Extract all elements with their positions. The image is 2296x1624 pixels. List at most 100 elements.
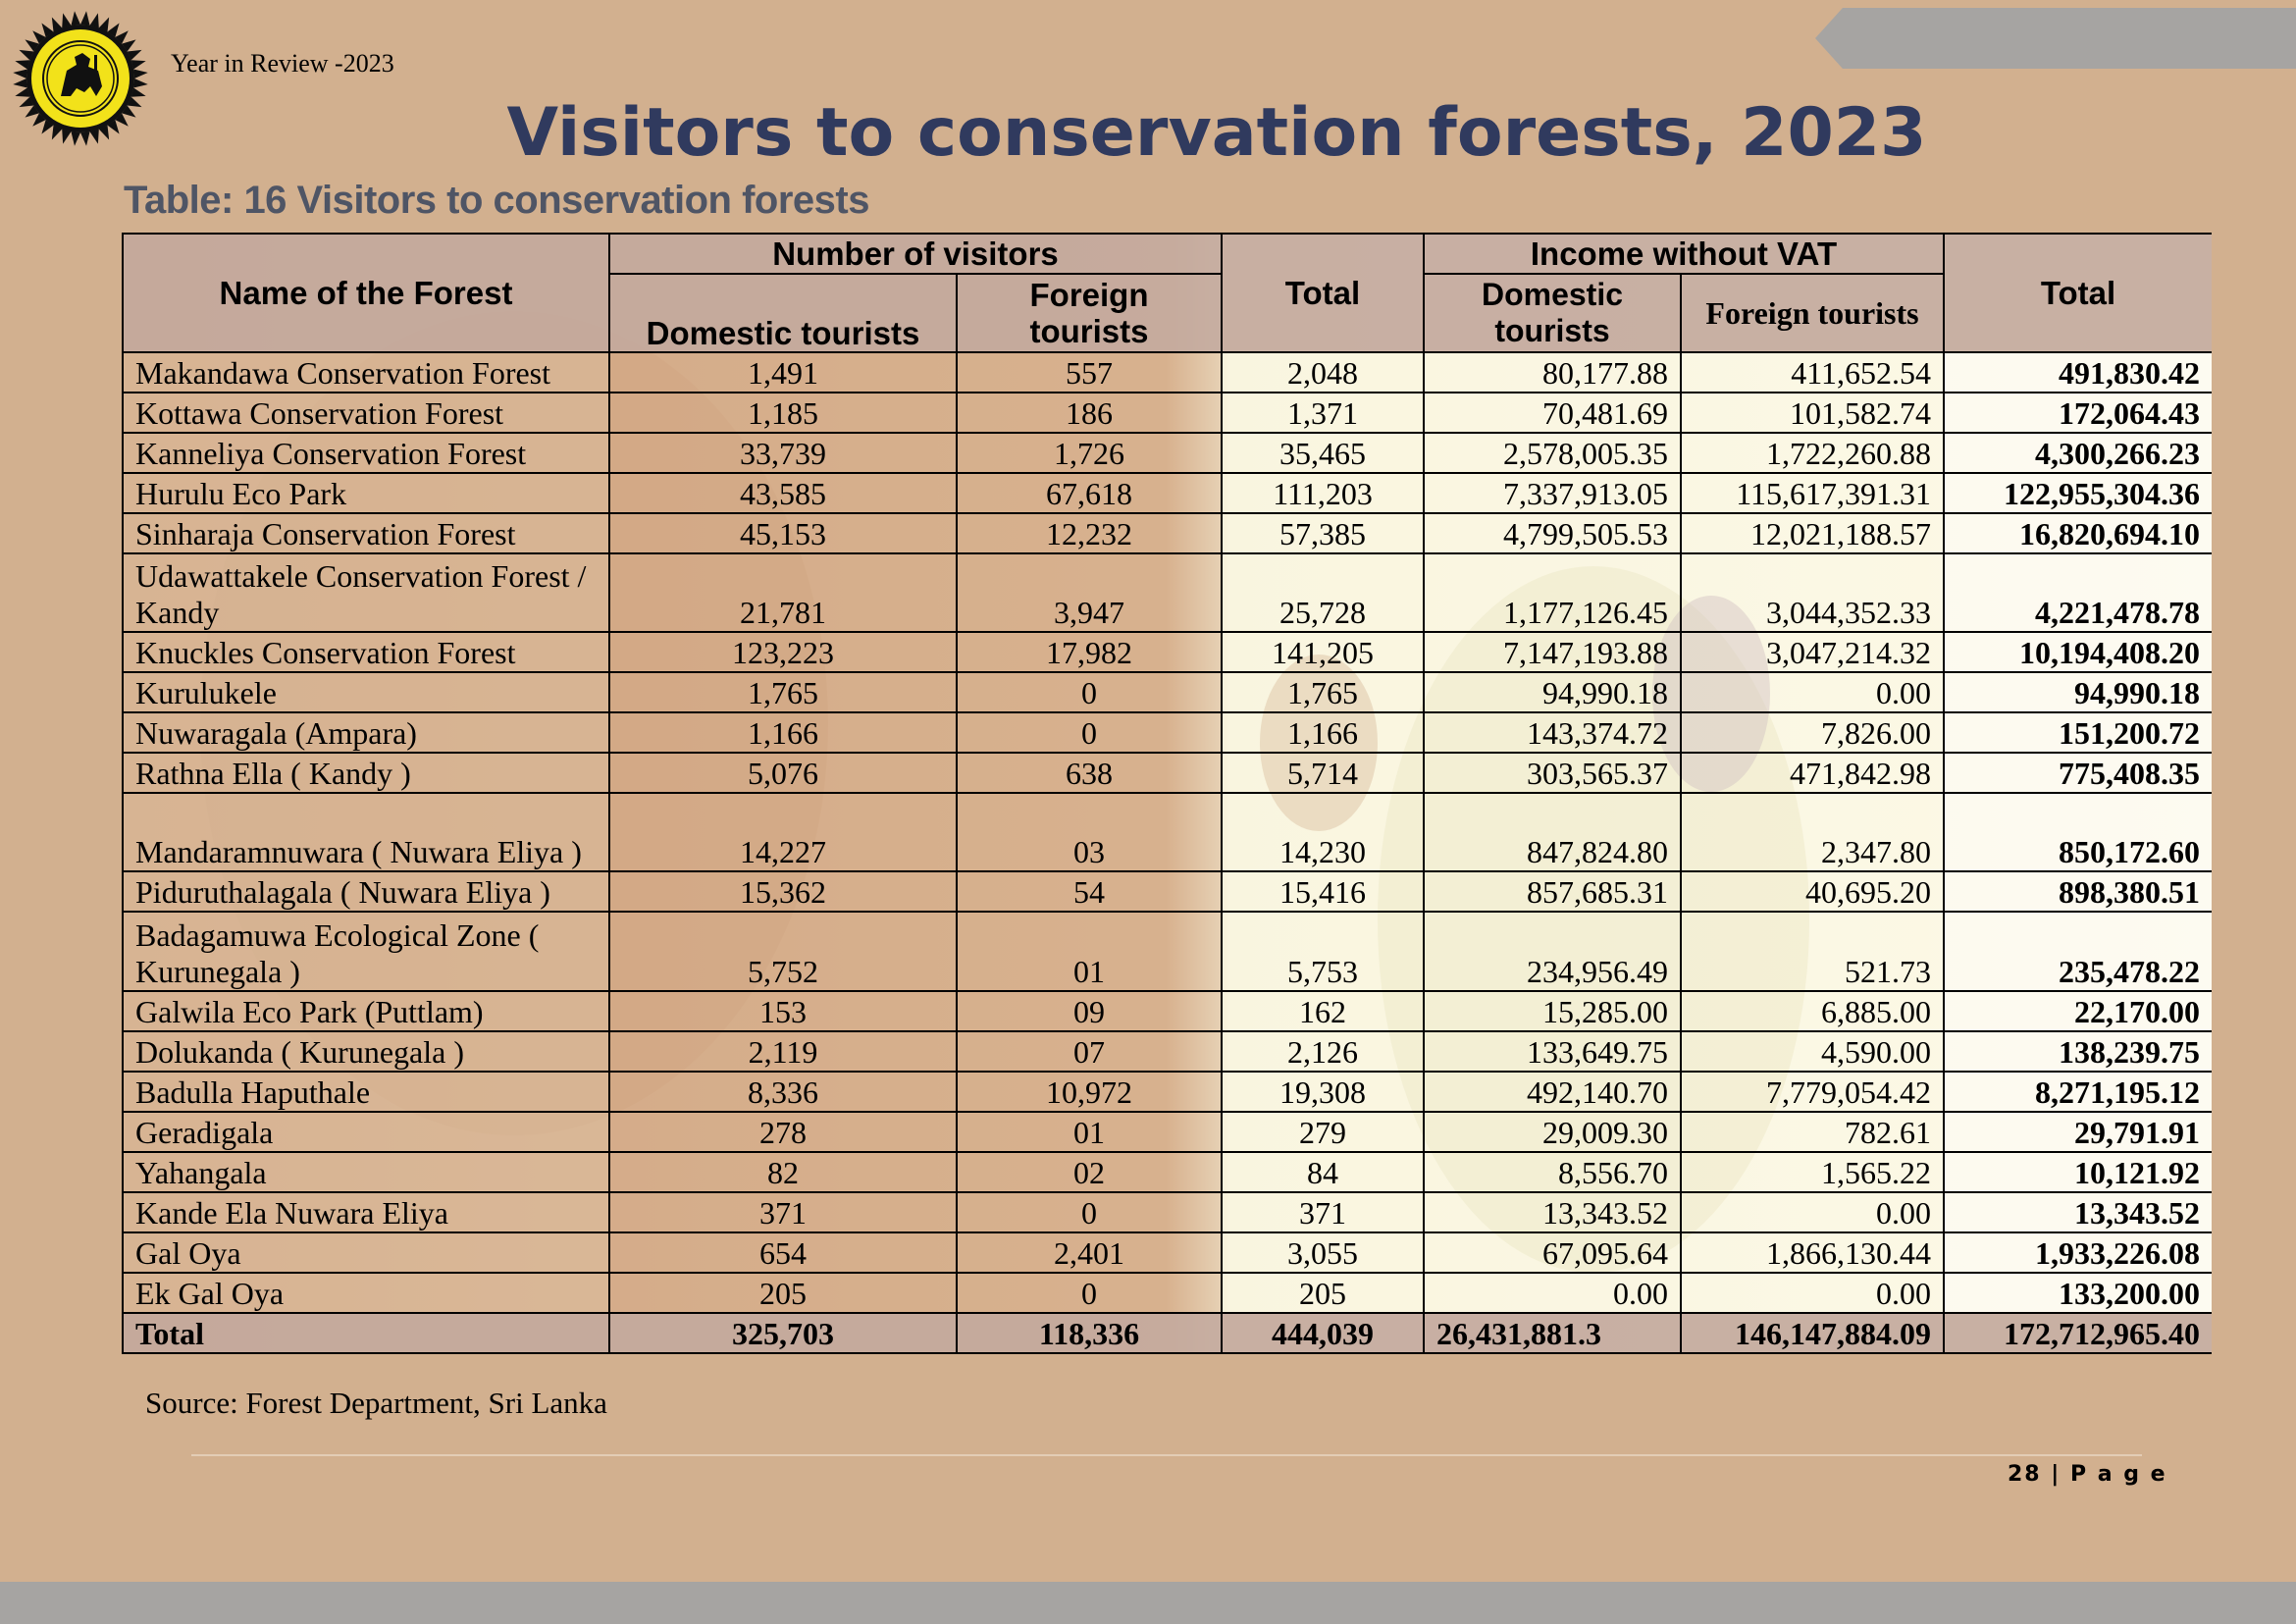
- cell-inc-foreign: 7,826.00: [1679, 711, 1946, 755]
- table-row: Piduruthalagala ( Nuwara Eliya ) 15,362 54…: [122, 870, 2212, 914]
- cell-inc-foreign: 1,722,260.88: [1679, 432, 1946, 475]
- cell-inc-domestic: 13,343.52: [1423, 1190, 1682, 1233]
- cell-inc-total: 898,380.51: [1943, 870, 2212, 914]
- cell-inc-foreign: 7,779,054.42: [1679, 1070, 1946, 1113]
- cell-domestic: 205: [608, 1271, 958, 1314]
- cell-inc-foreign: 782.61: [1679, 1110, 1946, 1153]
- cell-foreign: 1,726: [956, 432, 1223, 475]
- cell-total: 1,765: [1221, 671, 1425, 714]
- cell-domestic: 5,076: [608, 752, 958, 795]
- table-row: Mandaramnuwara ( Nuwara Eliya ) 14,227 03 1…: [122, 792, 2212, 873]
- page-title: Visitors to conservation forests, 2023: [506, 94, 1927, 172]
- footer-divider: [191, 1454, 2142, 1456]
- cell-inc-total: 13,343.52: [1943, 1190, 2212, 1233]
- cell-inc-total: 133,200.00: [1943, 1271, 2212, 1314]
- cell-domestic: 33,739: [608, 432, 958, 475]
- cell-name: Rathna Ella ( Kandy ): [122, 752, 610, 795]
- bottom-bar: [0, 1582, 2296, 1624]
- total-cell-inc-foreign: 146,147,884.09: [1679, 1311, 1946, 1354]
- cell-domestic: 1,491: [608, 350, 958, 394]
- cell-inc-domestic: 1,177,126.45: [1423, 552, 1682, 634]
- table-row: Rathna Ella ( Kandy ) 5,076 638 5,714 303,56…: [122, 752, 2212, 795]
- cell-inc-total: 10,194,408.20: [1943, 631, 2212, 674]
- cell-name: Yahangala: [122, 1150, 610, 1193]
- header-income-total: Total: [1943, 233, 2212, 353]
- cell-foreign: 557: [956, 350, 1223, 394]
- cell-name: Kande Ela Nuwara Eliya: [122, 1190, 610, 1233]
- header-domestic-tourists: Domestic tourists: [608, 273, 958, 353]
- cell-inc-total: 16,820,694.10: [1943, 512, 2212, 555]
- cell-foreign: 10,972: [956, 1070, 1223, 1113]
- cell-domestic: 1,765: [608, 671, 958, 714]
- cell-inc-total: 151,200.72: [1943, 711, 2212, 755]
- cell-inc-total: 172,064.43: [1943, 392, 2212, 435]
- cell-domestic: 153: [608, 989, 958, 1032]
- cell-inc-total: 22,170.00: [1943, 989, 2212, 1032]
- total-cell-foreign: 118,336: [956, 1311, 1223, 1354]
- total-cell-inc-total: 172,712,965.40: [1943, 1311, 2212, 1354]
- cell-name: Ek Gal Oya: [122, 1271, 610, 1314]
- cell-name: Galwila Eco Park (Puttlam): [122, 989, 610, 1032]
- table-row: Badagamuwa Ecological Zone ( Kurunegala …: [122, 911, 2212, 992]
- cell-name: Dolukanda ( Kurunegala ): [122, 1029, 610, 1073]
- table-row: Kanneliya Conservation Forest 33,739 1,726…: [122, 432, 2212, 475]
- cell-inc-foreign: 0.00: [1679, 1190, 1946, 1233]
- cell-inc-foreign: 2,347.80: [1679, 792, 1946, 873]
- cell-inc-domestic: 7,147,193.88: [1423, 631, 1682, 674]
- cell-inc-total: 235,478.22: [1943, 911, 2212, 992]
- cell-inc-domestic: 94,990.18: [1423, 671, 1682, 714]
- cell-domestic: 15,362: [608, 870, 958, 914]
- cell-domestic: 123,223: [608, 631, 958, 674]
- cell-name: Kanneliya Conservation Forest: [122, 432, 610, 475]
- cell-total: 2,048: [1221, 350, 1425, 394]
- cell-inc-domestic: 857,685.31: [1423, 870, 1682, 914]
- header-income-domestic: Domestic tourists: [1423, 273, 1682, 353]
- cell-inc-foreign: 471,842.98: [1679, 752, 1946, 795]
- table-row: Kurulukele 1,765 0 1,765 94,990.18 0.00 94,990…: [122, 671, 2212, 714]
- cell-name: Badulla Haputhale: [122, 1070, 610, 1113]
- cell-inc-total: 1,933,226.08: [1943, 1231, 2212, 1274]
- cell-total: 162: [1221, 989, 1425, 1032]
- cell-name: Piduruthalagala ( Nuwara Eliya ): [122, 870, 610, 914]
- cell-total: 205: [1221, 1271, 1425, 1314]
- cell-foreign: 54: [956, 870, 1223, 914]
- cell-inc-domestic: 847,824.80: [1423, 792, 1682, 873]
- cell-inc-foreign: 3,044,352.33: [1679, 552, 1946, 634]
- cell-total: 84: [1221, 1150, 1425, 1193]
- total-cell-total: 444,039: [1221, 1311, 1425, 1354]
- cell-inc-foreign: 4,590.00: [1679, 1029, 1946, 1073]
- cell-inc-total: 491,830.42: [1943, 350, 2212, 394]
- cell-total: 5,753: [1221, 911, 1425, 992]
- cell-domestic: 654: [608, 1231, 958, 1274]
- cell-name: Badagamuwa Ecological Zone ( Kurunegala …: [122, 911, 610, 992]
- table-row: Kande Ela Nuwara Eliya 371 0 371 13,343.52 0.…: [122, 1190, 2212, 1233]
- cell-inc-foreign: 0.00: [1679, 671, 1946, 714]
- cell-total: 1,166: [1221, 711, 1425, 755]
- cell-total: 371: [1221, 1190, 1425, 1233]
- cell-foreign: 2,401: [956, 1231, 1223, 1274]
- cell-inc-total: 10,121.92: [1943, 1150, 2212, 1193]
- cell-domestic: 278: [608, 1110, 958, 1153]
- cell-inc-total: 138,239.75: [1943, 1029, 2212, 1073]
- cell-domestic: 8,336: [608, 1070, 958, 1113]
- cell-foreign: 186: [956, 392, 1223, 435]
- cell-inc-foreign: 3,047,214.32: [1679, 631, 1946, 674]
- sun-emblem-logo: [13, 11, 148, 146]
- cell-total: 111,203: [1221, 472, 1425, 515]
- cell-domestic: 371: [608, 1190, 958, 1233]
- cell-name: Kottawa Conservation Forest: [122, 392, 610, 435]
- cell-foreign: 0: [956, 1271, 1223, 1314]
- cell-total: 141,205: [1221, 631, 1425, 674]
- cell-inc-foreign: 1,565.22: [1679, 1150, 1946, 1193]
- cell-inc-total: 29,791.91: [1943, 1110, 2212, 1153]
- cell-inc-domestic: 2,578,005.35: [1423, 432, 1682, 475]
- cell-foreign: 3,947: [956, 552, 1223, 634]
- cell-total: 19,308: [1221, 1070, 1425, 1113]
- cell-inc-domestic: 0.00: [1423, 1271, 1682, 1314]
- table-row: Udawattakele Conservation Forest / Kandy…: [122, 552, 2212, 634]
- cell-foreign: 0: [956, 711, 1223, 755]
- cell-name: Udawattakele Conservation Forest / Kandy: [122, 552, 610, 634]
- cell-domestic: 14,227: [608, 792, 958, 873]
- cell-total: 35,465: [1221, 432, 1425, 475]
- cell-total: 279: [1221, 1110, 1425, 1153]
